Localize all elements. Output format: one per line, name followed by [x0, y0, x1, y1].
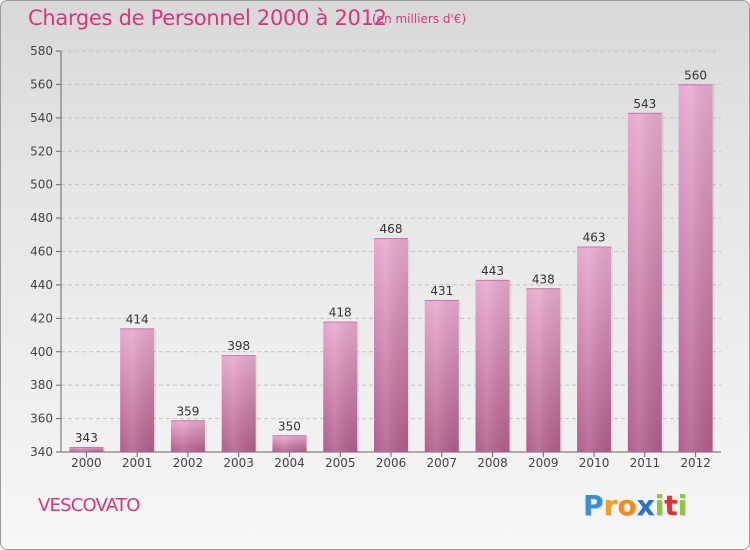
x-tick-label: 2000	[71, 456, 102, 470]
y-tick-label: 500	[30, 178, 53, 192]
data-label: 343	[75, 431, 98, 445]
y-tick-label: 520	[30, 144, 53, 158]
data-label: 560	[684, 68, 707, 82]
proxiti-logo: Proxiti	[583, 489, 687, 522]
x-tick-label: 2011	[630, 456, 661, 470]
bar-highlight	[678, 84, 713, 453]
y-tick-label: 400	[30, 345, 53, 359]
data-label: 463	[583, 230, 606, 244]
x-tick-label: 2002	[173, 456, 204, 470]
x-tick-label: 2006	[376, 456, 407, 470]
y-tick-label: 380	[30, 378, 53, 392]
y-tick-label: 580	[30, 44, 53, 58]
logo-letter: i	[654, 489, 665, 522]
bar-highlight	[577, 246, 612, 452]
data-label: 431	[430, 284, 453, 298]
data-label: 350	[278, 419, 301, 433]
y-tick-label: 360	[30, 412, 53, 426]
chart-title: Charges de Personnel 2000 à 2012	[28, 6, 387, 30]
y-tick-label: 460	[30, 245, 53, 259]
y-tick-label: 420	[30, 311, 53, 325]
data-label: 543	[633, 97, 656, 111]
logo-letter: x	[636, 489, 655, 522]
data-label: 414	[126, 312, 149, 326]
data-label: 438	[532, 272, 555, 286]
bar-highlight	[170, 420, 205, 452]
y-tick-label: 540	[30, 111, 53, 125]
x-tick-label: 2007	[426, 456, 457, 470]
x-tick-label: 2012	[680, 456, 711, 470]
bar-highlight	[475, 279, 510, 452]
x-tick-label: 2004	[274, 456, 305, 470]
x-tick-label: 2001	[122, 456, 153, 470]
bar-highlight	[323, 321, 358, 452]
logo-letter: t	[664, 489, 678, 522]
data-label: 443	[481, 264, 504, 278]
x-tick-label: 2003	[223, 456, 254, 470]
x-tick-label: 2008	[477, 456, 508, 470]
x-tick-label: 2010	[579, 456, 610, 470]
data-label: 468	[380, 222, 403, 236]
y-tick-label: 480	[30, 211, 53, 225]
y-tick-label: 440	[30, 278, 53, 292]
bar-highlight	[424, 299, 459, 452]
y-tick-label: 340	[30, 445, 53, 459]
logo-letter: r	[603, 489, 618, 522]
x-tick-label: 2005	[325, 456, 356, 470]
logo-letter: P	[583, 489, 604, 522]
bar-highlight	[69, 446, 104, 452]
bar-highlight	[627, 112, 662, 452]
bar-highlight	[221, 355, 256, 452]
bar-highlight	[374, 238, 408, 452]
data-label: 398	[227, 339, 250, 353]
place-name: VESCOVATO	[38, 495, 140, 516]
bar-highlight	[526, 288, 561, 452]
bar-highlight	[272, 435, 307, 452]
y-tick-label: 560	[30, 77, 53, 91]
x-tick-label: 2009	[528, 456, 559, 470]
logo-letter: o	[617, 489, 637, 522]
data-label: 418	[329, 306, 352, 320]
bar-highlight	[120, 328, 155, 452]
data-label: 359	[176, 404, 199, 418]
chart-subtitle: (en milliers d'€)	[372, 12, 467, 26]
logo-letter: i	[677, 489, 688, 522]
